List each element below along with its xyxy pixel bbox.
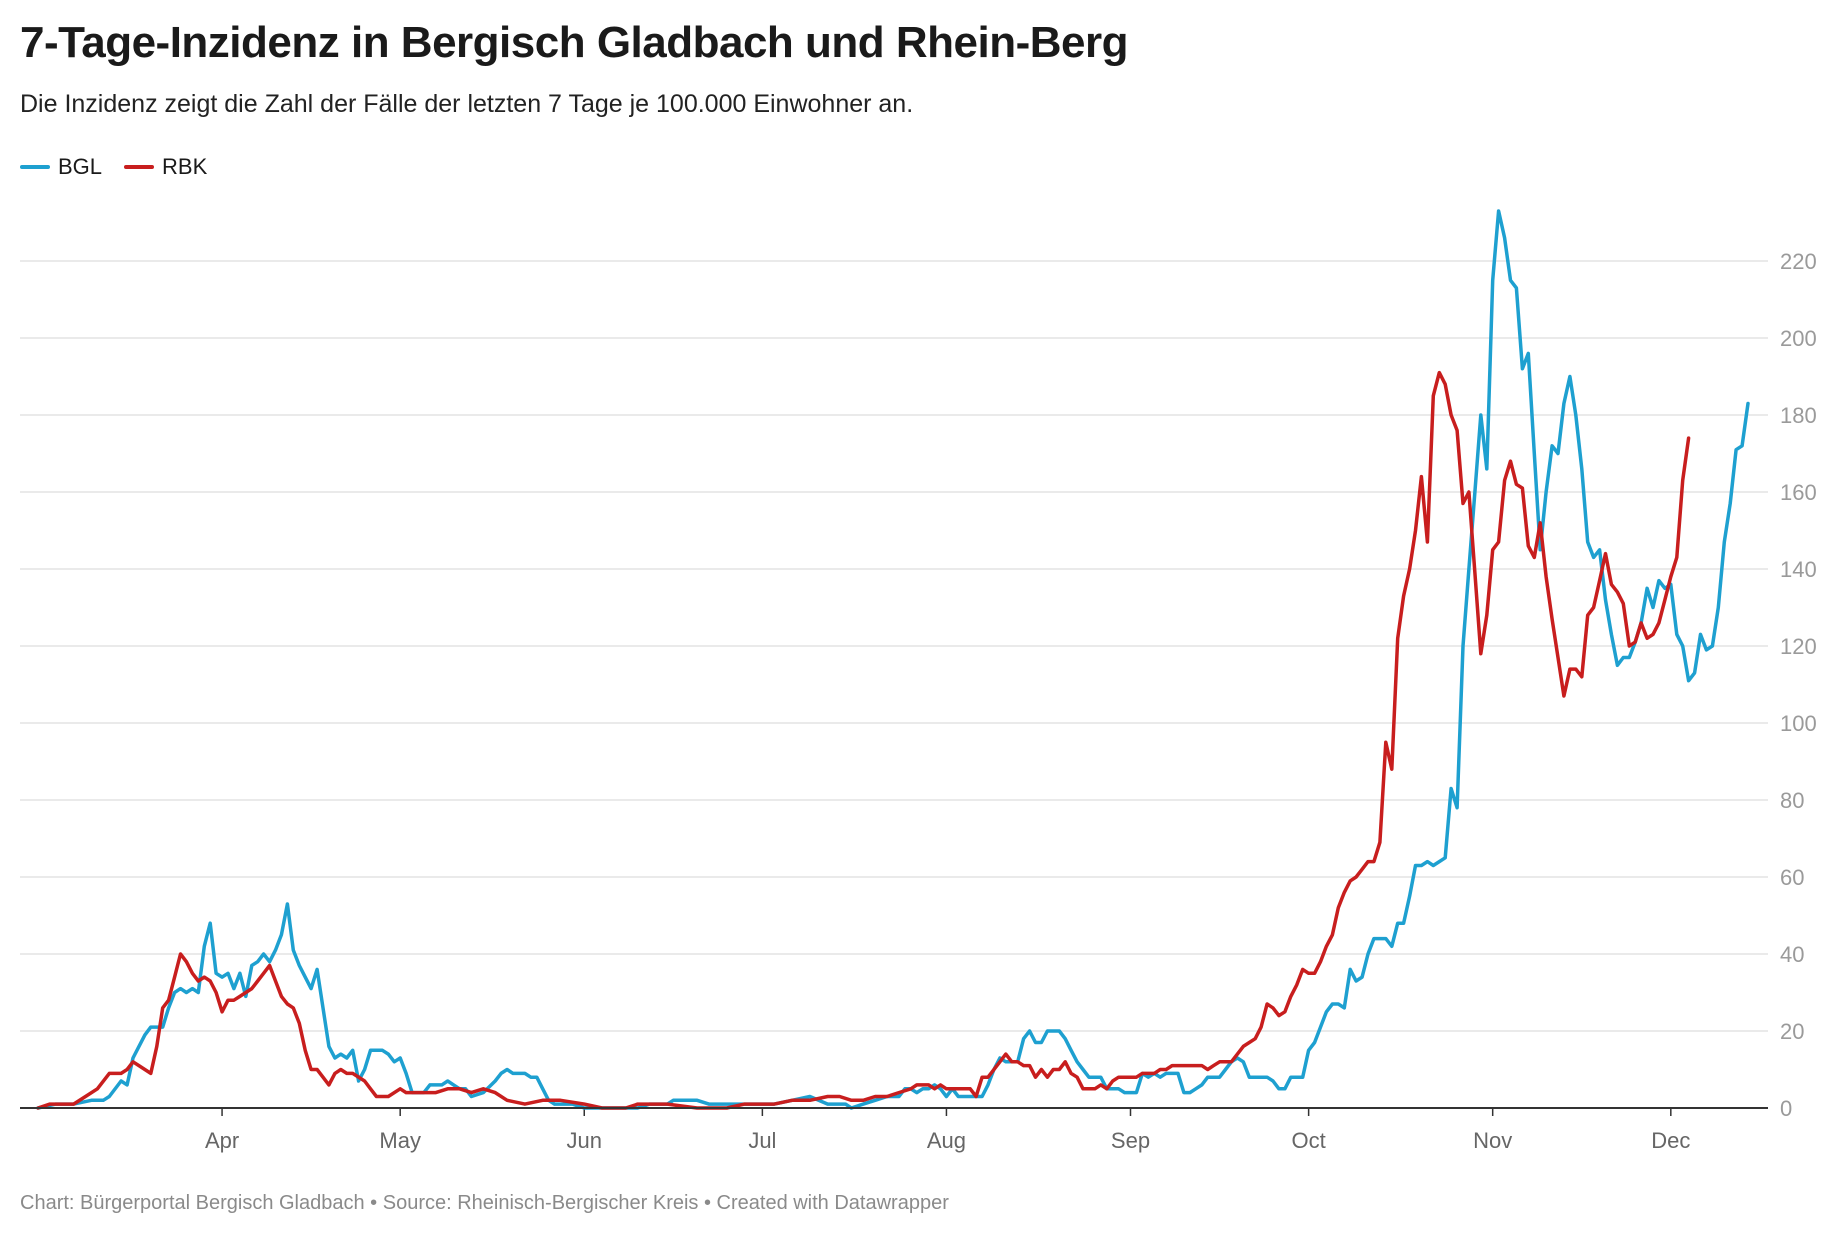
- legend-label-rbk: RBK: [162, 154, 208, 179]
- x-tick-label: Nov: [1473, 1128, 1512, 1153]
- chart-footer: Chart: Bürgerportal Bergisch Gladbach • …: [20, 1192, 949, 1214]
- x-tick-label: Jul: [748, 1128, 776, 1153]
- legend-item-bgl[interactable]: BGL: [20, 154, 102, 180]
- y-tick-label: 20: [1780, 1019, 1804, 1044]
- x-tick-label: Dec: [1651, 1128, 1690, 1153]
- y-tick-label: 100: [1780, 711, 1817, 736]
- y-tick-label: 180: [1780, 403, 1817, 428]
- series-line-bgl[interactable]: [36, 209, 1750, 1110]
- legend: BGL RBK: [20, 154, 207, 180]
- chart-subtitle: Die Inzidenz zeigt die Zahl der Fälle de…: [20, 90, 914, 118]
- x-axis-ticks: Apr May Jun Jul Aug Sep Oct Nov Dec: [205, 1108, 1690, 1153]
- x-tick-label: Jun: [567, 1128, 602, 1153]
- x-tick-label: Apr: [205, 1128, 239, 1153]
- y-tick-label: 60: [1780, 865, 1804, 890]
- y-tick-label: 120: [1780, 634, 1817, 659]
- y-tick-label: 0: [1780, 1096, 1792, 1121]
- y-tick-label: 160: [1780, 480, 1817, 505]
- x-tick-label: Oct: [1292, 1128, 1326, 1153]
- legend-swatch-bgl: [20, 165, 50, 169]
- y-tick-label: 140: [1780, 557, 1817, 582]
- legend-label-bgl: BGL: [58, 154, 103, 179]
- y-tick-label: 220: [1780, 249, 1817, 274]
- y-axis-ticks: 0 20 40 60 80 100 120 140 160 180 200 220: [1780, 249, 1817, 1121]
- series-lines: [36, 209, 1750, 1110]
- y-tick-label: 40: [1780, 942, 1804, 967]
- x-tick-label: Aug: [927, 1128, 966, 1153]
- legend-item-rbk[interactable]: RBK: [124, 154, 207, 180]
- line-chart: 0 20 40 60 80 100 120 140 160 180 200 220 Apr May Jun…: [20, 209, 1817, 1153]
- y-tick-label: 200: [1780, 326, 1817, 351]
- x-tick-label: Sep: [1111, 1128, 1150, 1153]
- x-tick-label: May: [379, 1128, 421, 1153]
- gridlines: [20, 260, 1768, 1032]
- legend-swatch-rbk: [124, 165, 155, 169]
- chart-title: 7-Tage-Inzidenz in Bergisch Gladbach und…: [20, 18, 1129, 67]
- series-line-rbk[interactable]: [36, 370, 1691, 1110]
- y-tick-label: 80: [1780, 788, 1804, 813]
